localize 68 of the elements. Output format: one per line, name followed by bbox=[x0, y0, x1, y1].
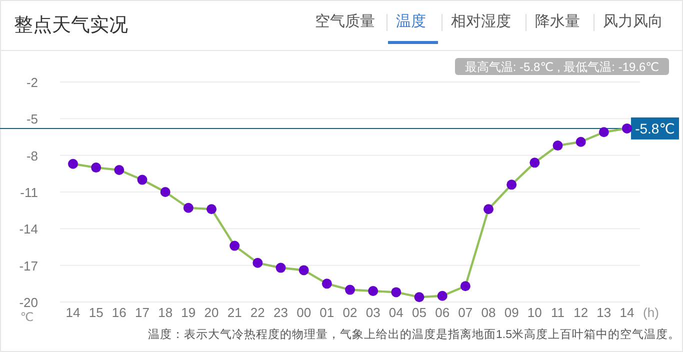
point bbox=[506, 180, 517, 190]
x-tick-label: 12 bbox=[574, 305, 588, 320]
point bbox=[114, 165, 124, 175]
text: 降水量 bbox=[535, 13, 580, 30]
point bbox=[137, 174, 148, 185]
x-tick-label: 11 bbox=[551, 305, 564, 320]
x-tick-label: 17 bbox=[135, 305, 150, 320]
point bbox=[183, 202, 194, 213]
point bbox=[322, 278, 332, 289]
point bbox=[484, 204, 494, 214]
point bbox=[68, 158, 78, 169]
y-tick-label: -8 bbox=[26, 148, 38, 164]
ref-line-label: -5.8℃ bbox=[635, 120, 675, 136]
point bbox=[206, 204, 216, 214]
x-tick-label: 08 bbox=[481, 305, 496, 320]
point bbox=[391, 287, 402, 298]
point bbox=[345, 284, 355, 295]
y-tick-label: -11 bbox=[20, 185, 38, 200]
point bbox=[530, 158, 540, 168]
point bbox=[460, 281, 470, 292]
text: 相对湿度 bbox=[451, 13, 511, 30]
text: 最高气温: -5.8℃ , 最低气温: -19.6℃ bbox=[464, 60, 660, 74]
x-tick-label: 06 bbox=[435, 305, 450, 320]
x-tick-label: 09 bbox=[504, 305, 519, 320]
y-tick-label: -14 bbox=[19, 222, 38, 237]
x-tick-label: 22 bbox=[250, 305, 265, 320]
point bbox=[552, 140, 563, 151]
point bbox=[276, 262, 286, 273]
point bbox=[368, 286, 378, 296]
text: 空气质量 bbox=[315, 13, 375, 30]
y-tick-label: -20 bbox=[19, 295, 38, 310]
point bbox=[230, 240, 240, 251]
chart-title: 整点天气实况 bbox=[14, 14, 128, 36]
text: 温度 bbox=[396, 13, 426, 30]
y-tick-label: -2 bbox=[26, 75, 38, 90]
y-tick-label: -5 bbox=[26, 112, 38, 127]
x-tick-label: 20 bbox=[204, 305, 219, 320]
point bbox=[298, 265, 309, 276]
x-tick-label: 15 bbox=[88, 305, 104, 320]
point bbox=[598, 127, 609, 138]
x-tick-label: 23 bbox=[274, 305, 288, 320]
x-axis-title: (h) bbox=[643, 305, 659, 320]
x-tick-label: 03 bbox=[366, 305, 380, 320]
x-tick-label: 10 bbox=[527, 305, 542, 320]
x-tick-label: 13 bbox=[596, 305, 612, 320]
x-tick-label: 02 bbox=[342, 305, 358, 320]
x-tick-label: 04 bbox=[388, 305, 404, 320]
text: 温度：表示大气冷热程度的物理量，气象上给出的温度是指离地面1.5米高度上百叶箱中的空气温度。 bbox=[148, 327, 680, 341]
point bbox=[414, 292, 424, 302]
point bbox=[622, 123, 632, 134]
point bbox=[576, 136, 586, 147]
x-tick-label: 00 bbox=[296, 305, 312, 320]
x-tick-label: 19 bbox=[181, 305, 196, 320]
x-tick-label: 01 bbox=[320, 305, 334, 320]
x-tick-label: 05 bbox=[412, 305, 426, 320]
x-tick-label: 14 bbox=[66, 305, 80, 320]
text: 风力风向 bbox=[603, 13, 663, 30]
y-tick-label: -17 bbox=[19, 258, 38, 274]
point bbox=[160, 187, 170, 197]
point bbox=[252, 258, 263, 268]
point bbox=[91, 162, 102, 173]
point bbox=[437, 290, 448, 301]
x-tick-label: 18 bbox=[158, 305, 173, 320]
x-tick-label: 07 bbox=[458, 305, 473, 320]
x-tick-label: 21 bbox=[227, 305, 242, 320]
x-tick-label: 14 bbox=[620, 305, 634, 320]
x-tick-label: 16 bbox=[112, 305, 126, 320]
y-axis-title: ℃ bbox=[20, 310, 34, 324]
